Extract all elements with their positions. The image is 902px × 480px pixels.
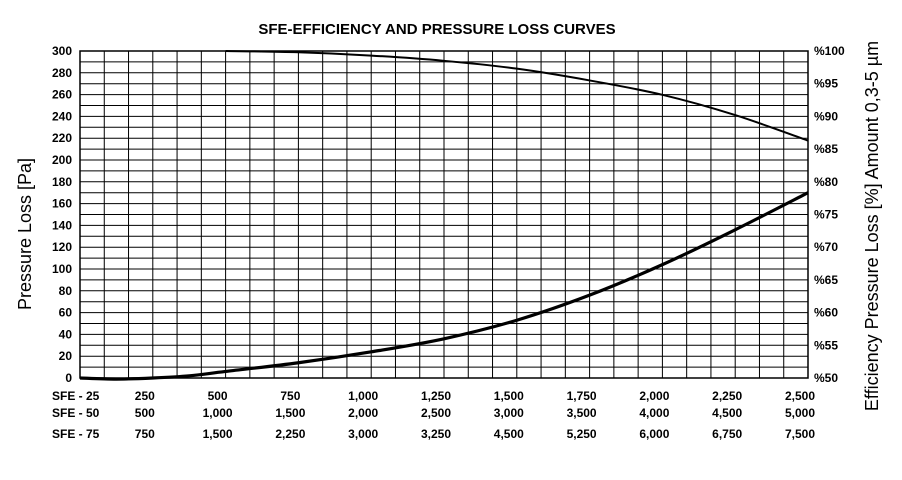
y-tick-label: 40 <box>59 327 73 341</box>
x-row-label: SFE - 75 <box>52 427 100 441</box>
x-tick-label: 2,000 <box>639 389 669 403</box>
x-tick-label: 1,000 <box>203 406 233 420</box>
right-tick-label: %65 <box>814 273 838 287</box>
y-tick-label: 200 <box>52 153 72 167</box>
x-tick-label: 5,250 <box>567 427 597 441</box>
y-tick-label: 280 <box>52 66 72 80</box>
y-tick-label: 100 <box>52 262 72 276</box>
right-tick-label: %90 <box>814 109 838 123</box>
y-tick-label: 0 <box>65 371 72 385</box>
plot-frame <box>79 50 809 379</box>
chart-title: SFE-EFFICIENCY AND PRESSURE LOSS CURVES <box>258 21 615 38</box>
x-tick-label: 1,250 <box>421 389 451 403</box>
efficiency-curve <box>225 50 809 142</box>
x-tick-label: 1,750 <box>567 389 597 403</box>
y-tick-label: 60 <box>59 306 73 320</box>
x-tick-label: 4,500 <box>494 427 524 441</box>
pressure-loss-curve <box>79 191 809 381</box>
y-tick-label: 220 <box>52 131 72 145</box>
x-tick-label: 2,000 <box>348 406 378 420</box>
x-tick-label: 1,000 <box>348 389 378 403</box>
curves <box>79 50 809 381</box>
x-tick-label: 3,500 <box>567 406 597 420</box>
x-tick-label: 500 <box>208 389 228 403</box>
y-tick-label: 300 <box>52 44 72 58</box>
grid <box>79 50 809 379</box>
right-axis-ticks: %50 %55 %60 %65 %70 %75 %80 %85 %90 %95 %100 <box>814 44 845 385</box>
y-tick-label: 140 <box>52 218 72 232</box>
y-tick-label: 240 <box>52 109 72 123</box>
x-row-label: SFE - 25 <box>52 389 100 403</box>
x-tick-label: 3,250 <box>421 427 451 441</box>
x-tick-label: 4,500 <box>712 406 742 420</box>
right-tick-label: %70 <box>814 240 838 254</box>
y-axis-label: Pressure Loss [Pa] <box>15 158 35 310</box>
x-tick-label: 2,500 <box>421 406 451 420</box>
x-tick-label: 6,750 <box>712 427 742 441</box>
right-tick-label: %80 <box>814 175 838 189</box>
right-axis-label: Efficiency Pressure Loss [%] Amount 0,3-… <box>862 41 882 411</box>
right-tick-label: %95 <box>814 77 838 91</box>
y-tick-label: 160 <box>52 197 72 211</box>
x-tick-label: 2,250 <box>275 427 305 441</box>
x-tick-label: 5,000 <box>785 406 815 420</box>
y-tick-label: 120 <box>52 240 72 254</box>
y-tick-label: 80 <box>59 284 73 298</box>
x-tick-label: 1,500 <box>203 427 233 441</box>
right-tick-label: %60 <box>814 306 838 320</box>
x-row-label: SFE - 50 <box>52 406 100 420</box>
x-tick-label: 1,500 <box>494 389 524 403</box>
x-tick-label: 750 <box>135 427 155 441</box>
right-tick-label: %85 <box>814 142 838 156</box>
right-tick-label: %55 <box>814 338 838 352</box>
x-tick-label: 3,000 <box>494 406 524 420</box>
x-tick-label: 750 <box>280 389 300 403</box>
x-tick-label: 6,000 <box>639 427 669 441</box>
x-tick-label: 3,000 <box>348 427 378 441</box>
y-tick-label: 20 <box>59 349 73 363</box>
x-tick-label: 250 <box>135 389 155 403</box>
x-tick-label: 500 <box>135 406 155 420</box>
x-tick-label: 2,250 <box>712 389 742 403</box>
y-tick-label: 260 <box>52 88 72 102</box>
y-tick-label: 180 <box>52 175 72 189</box>
left-axis-ticks: 0 20 40 60 80 100 120 140 160 180 200 220 240 260 280 3… <box>52 44 72 385</box>
x-axis-rows: SFE - 25 250 500 750 1,000 1,250 1,500 1,750 2,0… <box>52 389 815 441</box>
x-tick-label: 4,000 <box>639 406 669 420</box>
right-tick-label: %75 <box>814 208 838 222</box>
x-tick-label: 7,500 <box>785 427 815 441</box>
x-tick-label: 1,500 <box>275 406 305 420</box>
x-tick-label: 2,500 <box>785 389 815 403</box>
right-tick-label: %100 <box>814 44 845 58</box>
right-tick-label: %50 <box>814 371 838 385</box>
